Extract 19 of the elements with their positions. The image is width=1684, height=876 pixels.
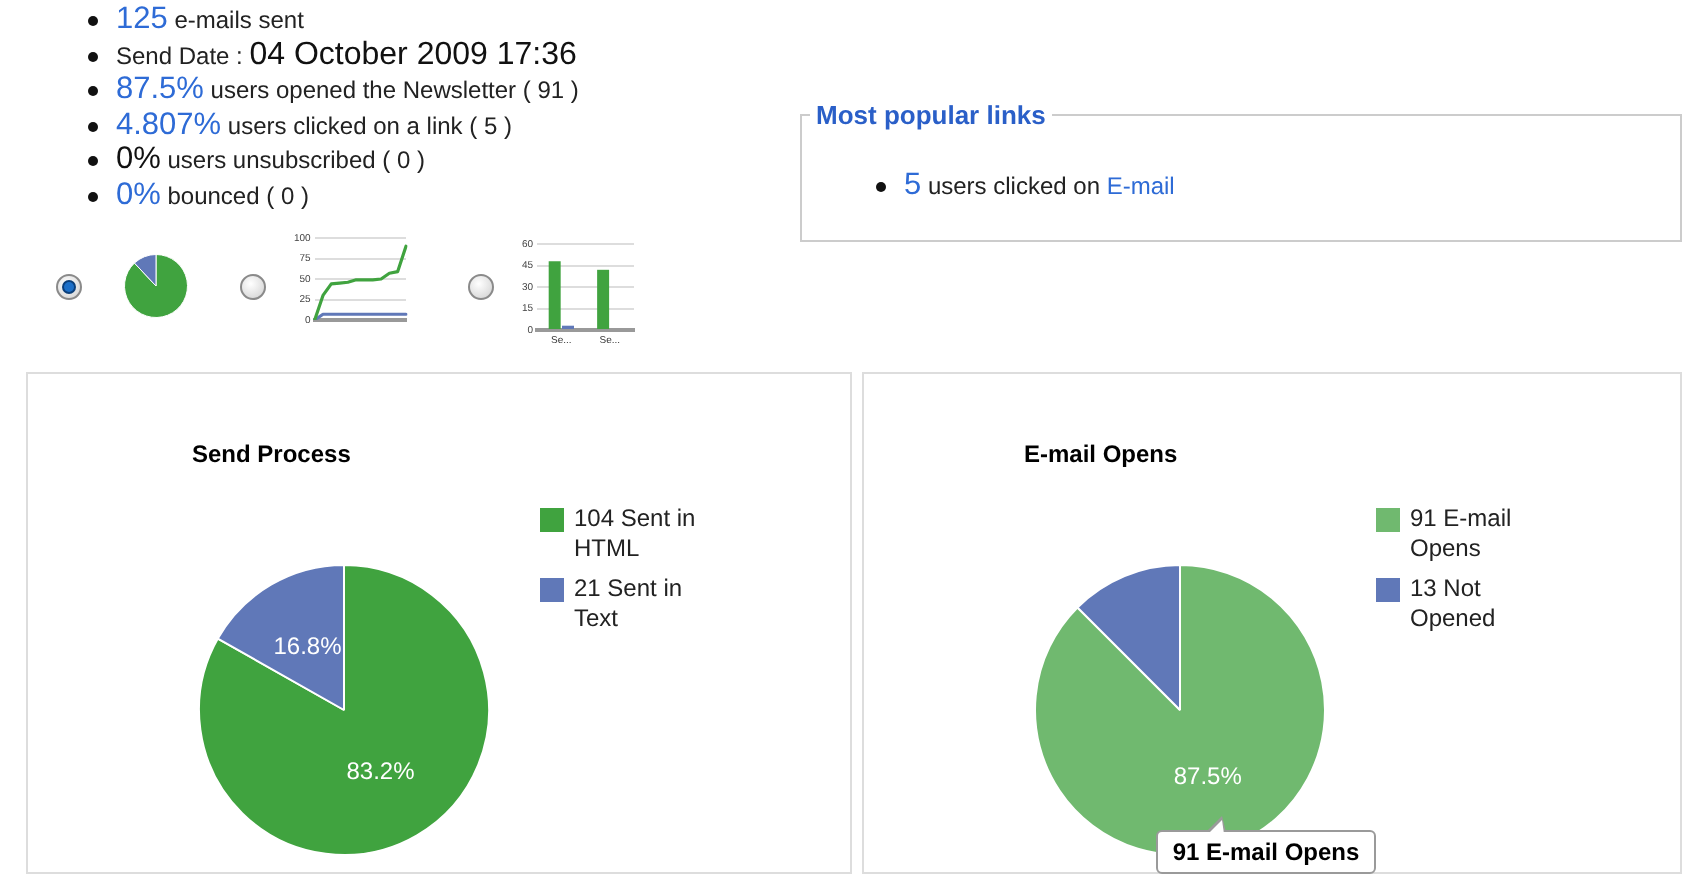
text: 0% users unsubscribed ( 0 ) bbox=[116, 142, 425, 177]
text: 5 users clicked on E-mail bbox=[904, 168, 1175, 202]
text: 87.5% users opened the Newsletter ( 91 ) bbox=[116, 72, 579, 107]
legend-label: 13 Not Opened bbox=[1410, 574, 1498, 634]
text: 125 e-mails sent bbox=[116, 2, 304, 36]
chart-title: Send Process bbox=[192, 440, 351, 468]
chart-title: E-mail Opens bbox=[1024, 440, 1178, 468]
data-label: 87.5% bbox=[1173, 761, 1243, 790]
bar bbox=[548, 261, 561, 329]
data-label: 83.2% bbox=[346, 757, 416, 786]
text: Send Date : 04 October 2009 17:36 bbox=[116, 37, 577, 72]
legend-label: 21 Sent in Text bbox=[574, 574, 685, 634]
legend-label: 91 E-mail Opens bbox=[1410, 504, 1514, 564]
text: 4.807% users clicked on a link ( 5 ) bbox=[116, 107, 512, 142]
legend-label: 104 Sent in HTML bbox=[574, 504, 698, 564]
data-label: 16.8% bbox=[273, 631, 343, 660]
text: 0% bounced ( 0 ) bbox=[116, 178, 309, 212]
text: Most popular links bbox=[810, 100, 1052, 130]
bar bbox=[597, 269, 610, 329]
